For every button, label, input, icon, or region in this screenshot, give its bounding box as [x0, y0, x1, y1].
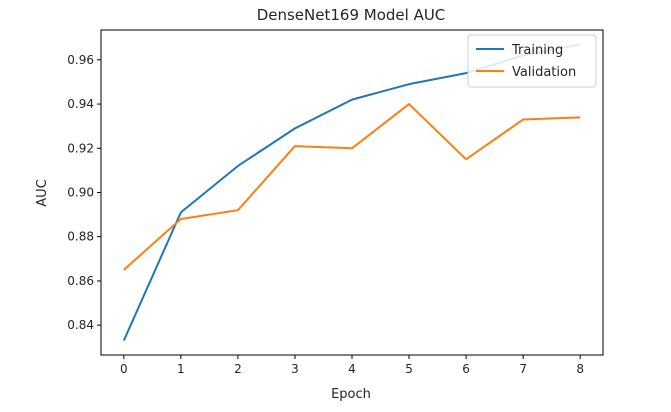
- legend-label-training: Training: [511, 43, 563, 58]
- y-tick-label: 0.90: [67, 186, 94, 200]
- x-tick-label: 6: [462, 362, 470, 376]
- legend: Training Validation: [467, 34, 597, 88]
- y-tick-label: 0.86: [67, 274, 94, 288]
- x-axis-title: Epoch: [331, 387, 371, 402]
- y-axis: 0.84 0.86 0.88 0.90 0.92 0.94 0.96: [67, 53, 101, 332]
- x-tick-label: 4: [348, 362, 356, 376]
- x-tick-label: 3: [291, 362, 299, 376]
- x-tick-label: 0: [120, 362, 128, 376]
- legend-label-validation: Validation: [512, 65, 576, 80]
- y-axis-title: AUC: [35, 179, 50, 207]
- series-layer: [122, 43, 581, 342]
- x-tick-label: 2: [234, 362, 242, 376]
- y-tick-label: 0.88: [67, 230, 94, 244]
- x-tick-label: 5: [405, 362, 413, 376]
- x-tick-label: 7: [519, 362, 527, 376]
- series-line-training: [122, 43, 581, 342]
- chart-title: DenseNet169 Model AUC: [257, 6, 446, 24]
- x-axis: 0 1 2 3 4 5 6 7 8: [120, 355, 584, 376]
- y-tick-label: 0.84: [67, 318, 94, 332]
- y-tick-label: 0.96: [67, 53, 94, 67]
- x-tick-label: 8: [576, 362, 584, 376]
- y-tick-label: 0.92: [67, 141, 94, 155]
- series-line-validation: [123, 103, 581, 271]
- y-tick-label: 0.94: [67, 97, 94, 111]
- x-tick-label: 1: [177, 362, 185, 376]
